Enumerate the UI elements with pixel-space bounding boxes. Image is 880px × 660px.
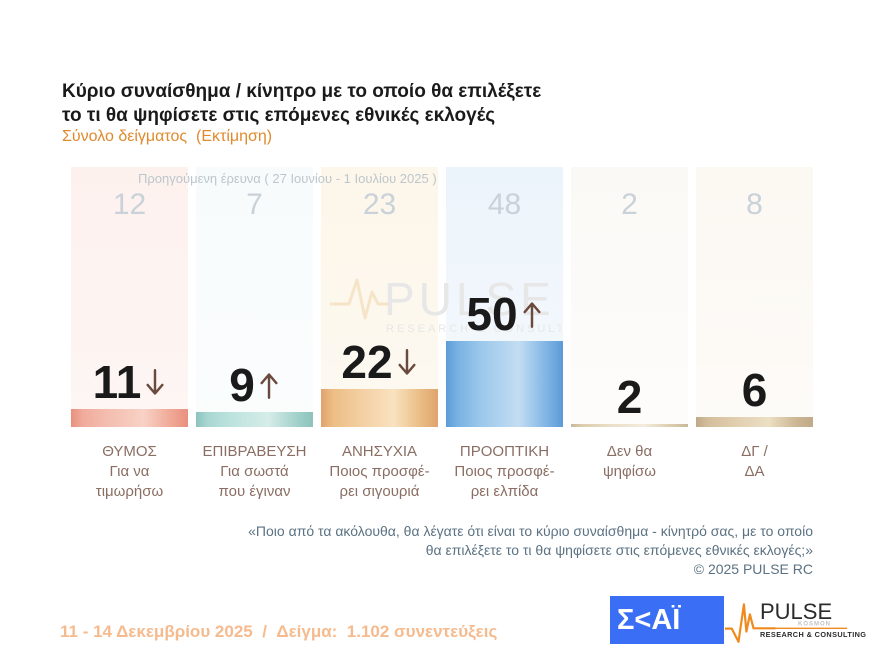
svg-text:RESEARCH & CONSULTING: RESEARCH & CONSULTING xyxy=(760,630,866,639)
svg-text:KOSMON: KOSMON xyxy=(798,622,831,628)
svg-text:PULSE: PULSE xyxy=(760,599,832,624)
svg-text:Σ<ΑÏ: Σ<ΑÏ xyxy=(617,605,681,635)
